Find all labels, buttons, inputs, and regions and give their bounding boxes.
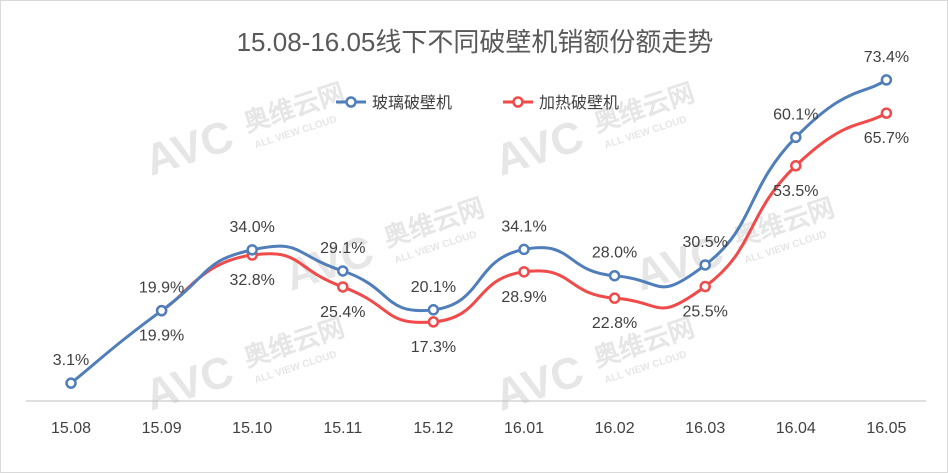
data-label: 53.5%	[773, 183, 818, 200]
data-label: 3.1%	[53, 352, 89, 369]
data-label: 25.4%	[320, 304, 365, 321]
data-point	[699, 280, 711, 293]
data-point	[790, 160, 802, 172]
data-label: 20.1%	[411, 279, 456, 296]
data-point	[337, 265, 349, 277]
data-label: 34.1%	[501, 218, 546, 235]
data-point	[880, 74, 893, 86]
legend-label: 玻璃破壁机	[372, 93, 452, 112]
data-label: 25.5%	[683, 304, 728, 321]
x-tick-label: 16.03	[685, 420, 725, 437]
x-tick-label: 16.01	[504, 420, 544, 437]
data-labels: 3.1% 19.9% 34.0% 29.1% 20.1% 34.1% 28.0% 30.5% 6…	[53, 49, 909, 369]
data-point	[518, 266, 530, 278]
data-label: 60.1%	[773, 106, 818, 123]
watermark-logo: AVC	[139, 111, 239, 185]
data-label: 30.5%	[683, 234, 728, 251]
legend-item-1: 加热破壁机	[503, 93, 619, 112]
data-point	[699, 259, 711, 271]
data-label: 19.9%	[139, 328, 184, 345]
legend-label: 加热破壁机	[539, 93, 619, 112]
series-markers	[65, 74, 893, 389]
x-axis-ticks: 15.08 15.09 15.10 15.11 15.12 16.01 16.02 16.03…	[51, 420, 907, 437]
data-label: 28.9%	[501, 289, 546, 306]
data-label: 65.7%	[864, 130, 909, 147]
data-point	[155, 304, 168, 317]
data-label: 19.9%	[139, 280, 184, 297]
data-label: 73.4%	[864, 49, 909, 66]
data-label: 17.3%	[411, 339, 456, 356]
legend-swatch-marker	[345, 96, 357, 108]
data-label: 22.8%	[592, 315, 637, 332]
x-tick-label: 16.05	[866, 420, 906, 437]
data-point	[337, 281, 349, 293]
watermark-logo: AVC	[139, 346, 239, 420]
data-label: 32.8%	[230, 272, 275, 289]
data-point	[608, 269, 621, 282]
series-line-0	[70, 78, 888, 385]
x-tick-label: 16.02	[595, 420, 635, 437]
data-label: 28.0%	[592, 245, 637, 262]
data-point	[608, 292, 621, 304]
watermark-logo: AVC	[489, 111, 589, 185]
chart-title: 15.08-16.05线下不同破壁机销额份额走势	[237, 27, 714, 57]
data-point	[427, 316, 440, 328]
legend-swatch-marker	[512, 96, 524, 108]
data-point	[427, 304, 440, 316]
data-label: 29.1%	[320, 240, 365, 257]
legend: 玻璃破壁机 加热破壁机	[336, 93, 619, 112]
x-tick-label: 15.09	[142, 420, 182, 437]
x-tick-label: 15.10	[232, 420, 272, 437]
x-tick-label: 16.04	[776, 420, 816, 437]
x-tick-label: 15.12	[413, 420, 453, 437]
watermark-logo: AVC	[279, 226, 379, 300]
data-point	[246, 244, 258, 256]
data-point	[880, 107, 893, 119]
watermark-logo: AVC	[489, 346, 589, 420]
x-tick-label: 15.08	[51, 420, 91, 437]
data-point	[65, 377, 77, 389]
data-label: 34.0%	[230, 219, 275, 236]
data-point	[518, 243, 530, 256]
legend-item-0: 玻璃破壁机	[336, 93, 452, 112]
x-tick-label: 15.11	[323, 420, 362, 437]
data-point	[790, 131, 802, 144]
